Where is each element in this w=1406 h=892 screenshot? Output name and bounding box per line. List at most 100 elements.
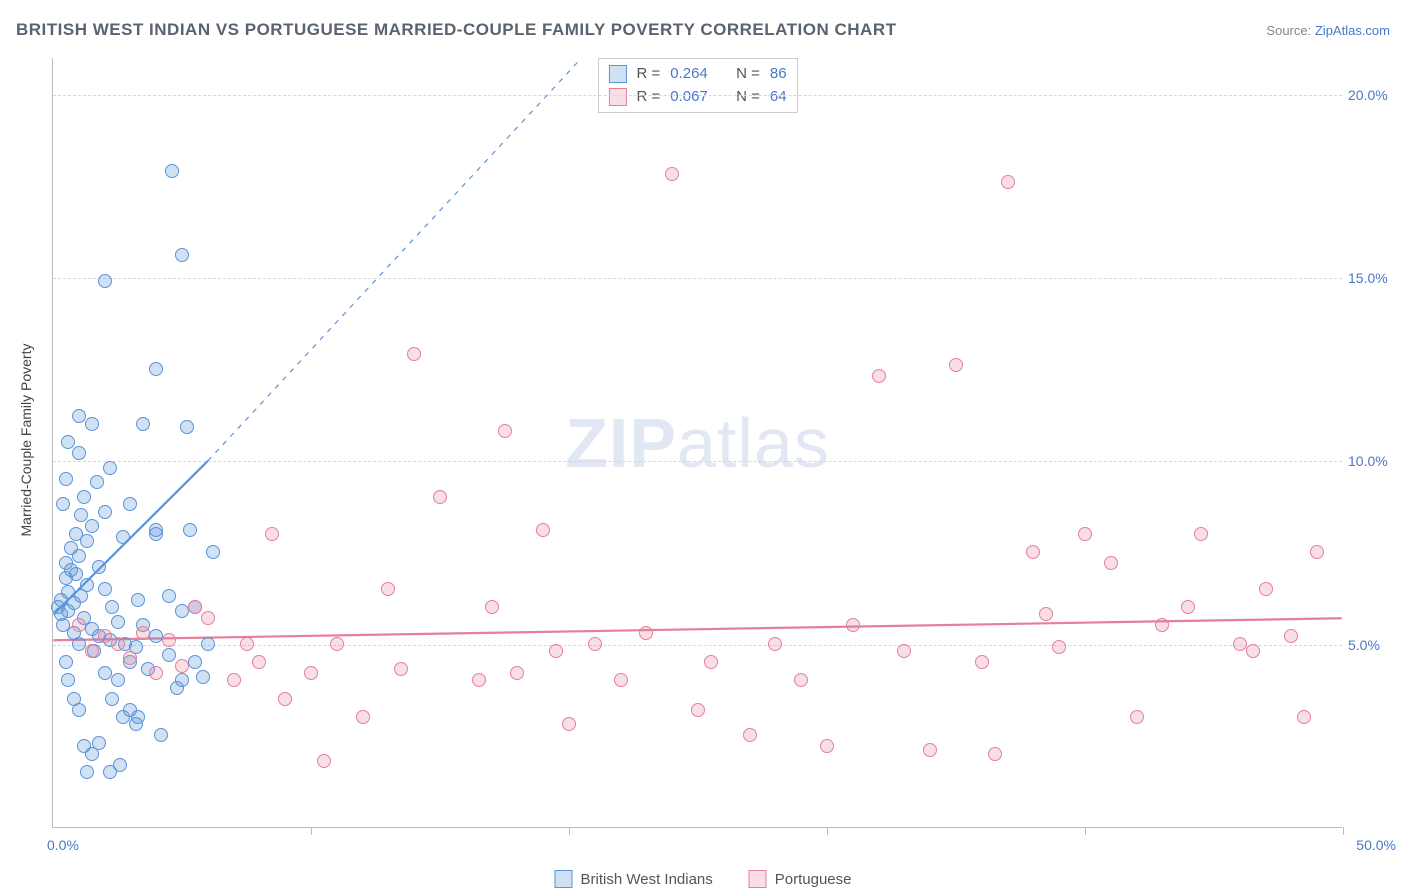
scatter-point (131, 710, 145, 724)
gridline (53, 95, 1342, 96)
scatter-point (123, 497, 137, 511)
scatter-point (149, 629, 163, 643)
scatter-point (154, 728, 168, 742)
bottom-legend: British West Indians Portuguese (554, 870, 851, 888)
scatter-point (59, 472, 73, 486)
stat-r-value: 0.067 (670, 86, 708, 109)
stat-r-label: R = (636, 86, 660, 109)
scatter-point (136, 417, 150, 431)
watermark: ZIPatlas (565, 403, 830, 483)
chart-plot-area: ZIPatlas R =0.264 N =86R =0.067 N =64 0.… (52, 58, 1342, 828)
scatter-point (72, 549, 86, 563)
scatter-point (61, 673, 75, 687)
scatter-point (510, 666, 524, 680)
scatter-point (1297, 710, 1311, 724)
scatter-point (72, 446, 86, 460)
scatter-point (923, 743, 937, 757)
scatter-point (975, 655, 989, 669)
scatter-point (77, 490, 91, 504)
stat-r-value: 0.264 (670, 63, 708, 86)
x-tick (1085, 827, 1086, 835)
scatter-point (111, 637, 125, 651)
scatter-point (113, 758, 127, 772)
scatter-point (72, 703, 86, 717)
scatter-point (820, 739, 834, 753)
scatter-point (846, 618, 860, 632)
scatter-point (252, 655, 266, 669)
scatter-point (665, 167, 679, 181)
y-axis-title: Married-Couple Family Poverty (18, 344, 34, 537)
scatter-point (98, 629, 112, 643)
scatter-point (80, 578, 94, 592)
scatter-point (111, 673, 125, 687)
scatter-point (304, 666, 318, 680)
scatter-point (1130, 710, 1144, 724)
scatter-point (175, 604, 189, 618)
scatter-point (92, 560, 106, 574)
scatter-point (72, 409, 86, 423)
scatter-point (394, 662, 408, 676)
scatter-point (1104, 556, 1118, 570)
x-tick (569, 827, 570, 835)
stat-legend: R =0.264 N =86R =0.067 N =64 (597, 58, 797, 113)
scatter-point (175, 659, 189, 673)
scatter-point (704, 655, 718, 669)
scatter-point (56, 497, 70, 511)
scatter-point (1233, 637, 1247, 651)
scatter-point (85, 519, 99, 533)
bottom-legend-label: Portuguese (775, 871, 852, 888)
scatter-point (897, 644, 911, 658)
scatter-point (162, 648, 176, 662)
x-tick (311, 827, 312, 835)
scatter-point (1078, 527, 1092, 541)
scatter-point (149, 362, 163, 376)
scatter-point (872, 369, 886, 383)
scatter-point (188, 600, 202, 614)
legend-swatch (608, 65, 626, 83)
y-tick-label: 10.0% (1348, 453, 1398, 469)
scatter-point (180, 420, 194, 434)
scatter-point (98, 505, 112, 519)
source-link[interactable]: ZipAtlas.com (1315, 23, 1390, 38)
scatter-point (98, 582, 112, 596)
scatter-point (123, 651, 137, 665)
watermark-atlas: atlas (677, 404, 830, 482)
scatter-point (1155, 618, 1169, 632)
scatter-point (98, 666, 112, 680)
scatter-point (639, 626, 653, 640)
scatter-point (768, 637, 782, 651)
scatter-point (588, 637, 602, 651)
scatter-point (1001, 175, 1015, 189)
scatter-point (407, 347, 421, 361)
x-axis-label-start: 0.0% (47, 837, 79, 853)
scatter-point (136, 626, 150, 640)
legend-swatch (608, 88, 626, 106)
scatter-point (356, 710, 370, 724)
scatter-point (61, 435, 75, 449)
bottom-legend-item: British West Indians (554, 870, 712, 888)
scatter-point (149, 666, 163, 680)
scatter-point (265, 527, 279, 541)
scatter-point (162, 589, 176, 603)
scatter-point (183, 523, 197, 537)
scatter-point (1181, 600, 1195, 614)
scatter-point (188, 655, 202, 669)
trend-line-extension (208, 58, 582, 461)
chart-header: BRITISH WEST INDIAN VS PORTUGUESE MARRIE… (16, 20, 1390, 40)
scatter-point (433, 490, 447, 504)
scatter-point (103, 461, 117, 475)
scatter-point (59, 655, 73, 669)
scatter-point (1310, 545, 1324, 559)
x-axis-label-end: 50.0% (1356, 837, 1396, 853)
chart-source: Source: ZipAtlas.com (1266, 23, 1390, 38)
scatter-point (131, 593, 145, 607)
scatter-point (1194, 527, 1208, 541)
chart-title: BRITISH WEST INDIAN VS PORTUGUESE MARRIE… (16, 20, 896, 40)
scatter-point (562, 717, 576, 731)
scatter-point (485, 600, 499, 614)
scatter-point (90, 475, 104, 489)
stat-legend-row: R =0.067 N =64 (608, 86, 786, 109)
scatter-point (85, 644, 99, 658)
stat-legend-row: R =0.264 N =86 (608, 63, 786, 86)
scatter-point (472, 673, 486, 687)
